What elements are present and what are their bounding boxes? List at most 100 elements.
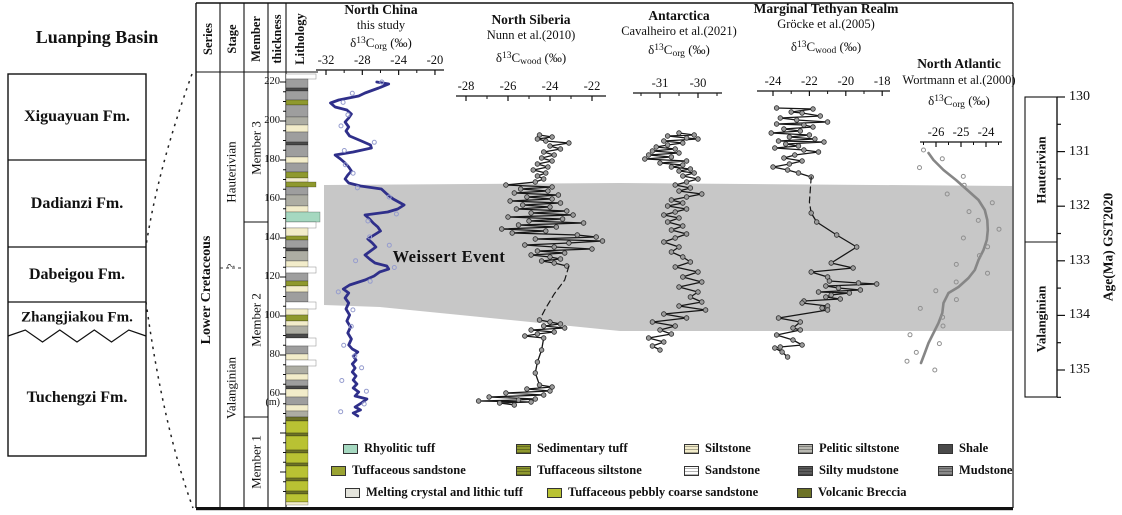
north_china-citation: this study	[356, 18, 406, 32]
north-china-scatter	[335, 79, 399, 415]
legend-item-label: Tuffaceous sandstone	[352, 463, 466, 477]
north_china-proxy-label: δ13Corg (‰)	[350, 35, 412, 52]
marginal_tethyan-axis	[757, 90, 890, 96]
legend-item-label: Pelitic siltstone	[819, 441, 900, 455]
age-tick-label: 130	[1069, 89, 1090, 104]
antarctica-tick-label: -30	[689, 76, 707, 90]
thickness-tick-label: 120	[264, 270, 280, 282]
antarctica-title: Antarctica	[648, 8, 710, 23]
north_siberia-tick-label: -22	[583, 79, 601, 93]
marginal_tethyan-tick-label: -24	[764, 74, 782, 88]
north_siberia-curve	[475, 132, 606, 408]
antarctica-citation: Cavalheiro et al.(2021)	[621, 24, 737, 38]
legend-item: Volcanic Breccia	[797, 485, 907, 500]
north_china-tick-label: -24	[390, 53, 407, 67]
thickness-tick-label: 100	[264, 309, 280, 321]
siltstone-swatch	[684, 443, 699, 454]
formation-tuchengzi: Tuchengzi Fm.	[26, 389, 128, 406]
age-tick-label: 134	[1069, 307, 1090, 323]
legend-item: Tuffaceous siltstone	[516, 463, 642, 478]
north_china-tick-label: -28	[353, 53, 371, 67]
thickness-scale	[280, 81, 286, 492]
north_atlantic-tick-label: -26	[927, 125, 945, 139]
tuffaceous-siltstone-swatch	[516, 465, 531, 476]
lithology-column	[285, 73, 321, 506]
marginal_tethyan-tick-label: -18	[873, 74, 891, 88]
legend-item: Silty mudstone	[798, 463, 899, 478]
legend-item-label: Volcanic Breccia	[818, 485, 907, 499]
weissert-event-label: Weissert Event	[392, 246, 506, 266]
north_siberia-tick-label: -24	[541, 79, 559, 93]
thickness-tick-label: 80	[269, 348, 281, 360]
sandstone-swatch	[684, 465, 699, 476]
stage-hauterivian-label: Hauterivian	[223, 141, 239, 203]
age-tick-label: 132	[1069, 198, 1090, 214]
age-axis	[1024, 96, 1065, 398]
north_siberia-citation: Nunn et al.(2010)	[486, 28, 576, 42]
legend-item: Pelitic siltstone	[798, 441, 899, 456]
column-header-member: Member	[248, 16, 263, 62]
stage-uncertainty-mark: ?	[225, 263, 238, 269]
age-tick-label: 133	[1069, 252, 1090, 268]
north-atlantic-scatter	[904, 147, 1002, 373]
marginal_tethyan-tick-label: -22	[801, 74, 818, 88]
panel-connector-lines	[145, 73, 194, 509]
formation-zhangjiakou: Zhangjiakou Fm.	[21, 309, 133, 326]
legend-item: Tuffaceous sandstone	[331, 463, 466, 478]
mudstone-swatch	[938, 465, 953, 476]
legend-item: Rhyolitic tuff	[343, 441, 435, 456]
member-1-label: Member 1	[248, 435, 264, 489]
legend-item: Shale	[938, 441, 988, 456]
north_siberia-proxy-label: δ13Cwood (‰)	[495, 50, 567, 67]
thickness-tick-label: 200	[264, 114, 280, 126]
tuffaceous-sandstone-swatch	[331, 465, 346, 476]
silty-mudstone-swatch	[798, 465, 813, 476]
tuffaceous-pebbly-coarse-sandstone-swatch	[547, 487, 562, 498]
thickness-tick-label: 180	[264, 153, 280, 165]
north_atlantic-tick-label: -25	[952, 125, 970, 139]
luanping-panel	[7, 73, 147, 457]
north_china-title: North China	[344, 2, 418, 17]
formation-dabeigou: Dabeigou Fm.	[29, 266, 125, 283]
luanping-basin-title: Luanping Basin	[35, 27, 159, 47]
thickness-tick-label: 60	[269, 387, 281, 399]
north_atlantic-tick-label: -24	[977, 125, 995, 139]
age-stage-hauterivian: Hauterivian	[1033, 136, 1049, 204]
column-header-stage: Stage	[224, 24, 239, 54]
legend-item-label: Siltstone	[705, 441, 751, 455]
stage-valanginian-label: Valanginian	[223, 356, 239, 420]
thickness-tick-label: 160	[264, 192, 280, 204]
antarctica-curve	[642, 130, 709, 353]
north_siberia-axis	[456, 95, 606, 101]
marginal_tethyan-tick-label: -20	[837, 74, 855, 88]
age-axis-title: Age(Ma) GST2020	[1100, 192, 1116, 302]
sedimentary-tuff-swatch	[516, 443, 531, 454]
figure-frame	[195, 2, 1014, 511]
column-header-lithology: Lithology	[292, 13, 307, 65]
column-header-thickness: thickness	[269, 14, 284, 64]
column-header-series: Series	[200, 23, 215, 55]
legend-item-label: Mudstone	[959, 463, 1013, 477]
north_china-tick-label: -20	[426, 53, 444, 67]
north_siberia-tick-label: -28	[457, 79, 475, 93]
legend-item: Sandstone	[684, 463, 760, 478]
antarctica-axis	[633, 92, 722, 98]
north_china-axis	[316, 69, 444, 75]
legend-item: Sedimentary tuff	[516, 441, 628, 456]
thickness-unit-label: (m)	[265, 397, 280, 408]
legend-item: Mudstone	[938, 463, 1012, 478]
member-3-label: Member 3	[248, 121, 264, 175]
volcanic-breccia-swatch	[797, 487, 812, 498]
age-tick-label: 131	[1069, 143, 1090, 159]
north_siberia-title: North Siberia	[491, 12, 571, 27]
marginal_tethyan-curve	[768, 105, 880, 360]
legend-item-label: Sandstone	[705, 463, 760, 477]
series-label: Lower Cretaceous	[199, 235, 214, 345]
formation-dadianzi: Dadianzi Fm.	[30, 195, 124, 212]
thickness-tick-label: 220	[264, 75, 280, 87]
legend-item-label: Sedimentary tuff	[537, 441, 628, 455]
member-2-label: Member 2	[248, 293, 264, 347]
north_atlantic-axis	[920, 141, 1002, 147]
